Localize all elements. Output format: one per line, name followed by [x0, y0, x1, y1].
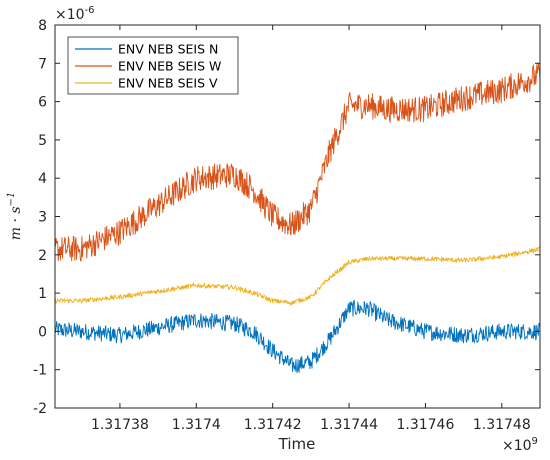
series-line-v	[54, 246, 541, 307]
y-axis-title-base: m · s	[8, 206, 24, 240]
y-multiplier-base: ×10	[55, 7, 85, 23]
x-multiplier: ×109	[502, 436, 538, 454]
series-line-w	[54, 62, 541, 262]
y-tick-label: -1	[33, 363, 47, 379]
x-tick-label: 1.31742	[244, 417, 302, 433]
y-tick-label: 7	[38, 56, 47, 72]
y-axis-title: m · s−1	[6, 192, 24, 241]
y-multiplier-exponent: -6	[85, 5, 95, 16]
x-tick-label: 1.31746	[396, 417, 454, 433]
y-tick-label: -2	[33, 401, 47, 417]
y-tick-label: 4	[38, 171, 47, 187]
x-tick-label: 1.31748	[473, 417, 531, 433]
x-multiplier-base: ×10	[502, 438, 532, 454]
x-axis-title: Time	[278, 435, 316, 453]
x-tick-label: 1.3174	[172, 417, 221, 433]
y-axis-title-exponent: −1	[6, 192, 17, 207]
x-tick-label: 1.31744	[320, 417, 378, 433]
y-tick-label: 6	[38, 95, 47, 111]
y-tick-label: 3	[38, 210, 47, 226]
ticks-layer	[55, 24, 540, 409]
y-tick-label: 8	[38, 18, 47, 34]
y-tick-label: 0	[38, 324, 47, 340]
series-layer	[54, 62, 541, 374]
tick-labels-layer: -2 -1 0 1 2 3 4 5 6 7 8 1.31738 1.3174 1.31742 1.31744…	[33, 18, 531, 433]
legend-label-w: ENV NEB SEIS W	[118, 59, 221, 74]
legend-label-v: ENV NEB SEIS V	[118, 76, 218, 91]
legend-label-n: ENV NEB SEIS N	[118, 42, 218, 57]
y-tick-label: 5	[38, 133, 47, 149]
legend: ENV NEB SEIS N ENV NEB SEIS W ENV NEB SE…	[67, 36, 239, 95]
y-multiplier: ×10-6	[55, 5, 95, 23]
x-tick-label: 1.31738	[91, 417, 149, 433]
y-tick-label: 1	[38, 286, 47, 302]
y-tick-label: 2	[38, 248, 47, 264]
series-line-n	[54, 299, 541, 374]
x-multiplier-exponent: 9	[532, 436, 538, 447]
